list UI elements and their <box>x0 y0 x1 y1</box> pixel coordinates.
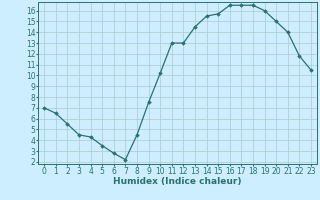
X-axis label: Humidex (Indice chaleur): Humidex (Indice chaleur) <box>113 177 242 186</box>
